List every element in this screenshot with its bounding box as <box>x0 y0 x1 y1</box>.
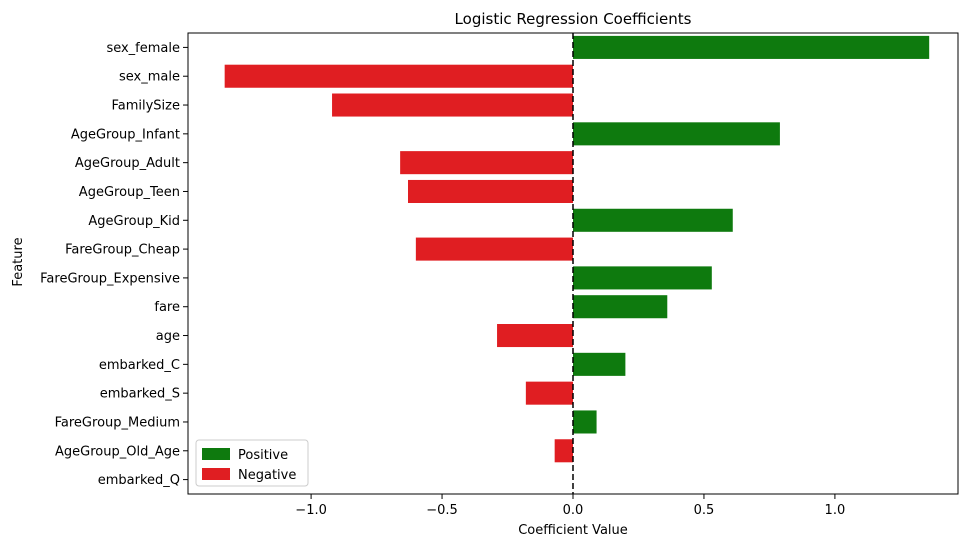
y-tick-label: age <box>156 329 180 344</box>
bar-AgeGroup_Infant <box>573 122 780 146</box>
x-axis-label: Coefficient Value <box>518 523 628 538</box>
legend-swatch-positive <box>202 448 230 460</box>
bar-AgeGroup_Adult <box>400 151 573 175</box>
x-tick-label: 0.5 <box>694 503 715 518</box>
bars-group <box>224 35 930 463</box>
bar-age <box>497 324 573 348</box>
y-axis-label: Feature <box>11 237 26 286</box>
bar-AgeGroup_Old_Age <box>554 439 573 463</box>
y-tick-label: embarked_S <box>100 387 180 402</box>
x-tick-label: 0.0 <box>563 503 584 518</box>
y-tick-label: embarked_C <box>99 358 180 373</box>
legend-label-negative: Negative <box>238 468 296 483</box>
y-tick-label: sex_male <box>119 70 180 85</box>
y-tick-label: AgeGroup_Infant <box>71 127 180 142</box>
bar-FareGroup_Expensive <box>573 266 712 290</box>
bar-FareGroup_Medium <box>573 410 597 434</box>
bar-fare <box>573 295 668 319</box>
x-tick-label: −1.0 <box>295 503 327 518</box>
bar-FareGroup_Cheap <box>415 237 573 261</box>
bar-embarked_S <box>525 381 573 405</box>
bar-sex_male <box>224 64 573 88</box>
y-tick-label: fare <box>154 300 180 315</box>
y-tick-label: AgeGroup_Teen <box>79 185 180 200</box>
y-tick-label: FareGroup_Cheap <box>65 243 180 258</box>
y-tick-label: FareGroup_Expensive <box>40 271 180 286</box>
y-tick-label: embarked_Q <box>98 473 180 488</box>
y-ticks-group: sex_female sex_male FamilySize AgeGroup_Inf… <box>40 41 188 488</box>
bar-sex_female <box>573 35 930 59</box>
x-tick-label: 1.0 <box>825 503 846 518</box>
legend-swatch-negative <box>202 468 230 480</box>
legend-label-positive: Positive <box>238 448 288 463</box>
legend: Positive Negative <box>195 439 309 487</box>
bar-embarked_C <box>573 352 626 376</box>
bar-AgeGroup_Kid <box>573 208 733 232</box>
y-tick-label: sex_female <box>106 41 180 56</box>
y-tick-label: FareGroup_Medium <box>55 415 180 430</box>
y-tick-label: AgeGroup_Adult <box>75 156 180 171</box>
x-ticks-group: −1.0 −0.5 0.0 0.5 1.0 <box>295 494 845 518</box>
y-tick-label: AgeGroup_Old_Age <box>55 444 180 459</box>
bar-FamilySize <box>332 93 573 117</box>
y-tick-label: FamilySize <box>111 99 180 114</box>
chart-title: Logistic Regression Coefficients <box>455 10 692 28</box>
y-tick-label: AgeGroup_Kid <box>88 214 180 229</box>
x-tick-label: −0.5 <box>426 503 458 518</box>
bar-AgeGroup_Teen <box>408 179 573 203</box>
